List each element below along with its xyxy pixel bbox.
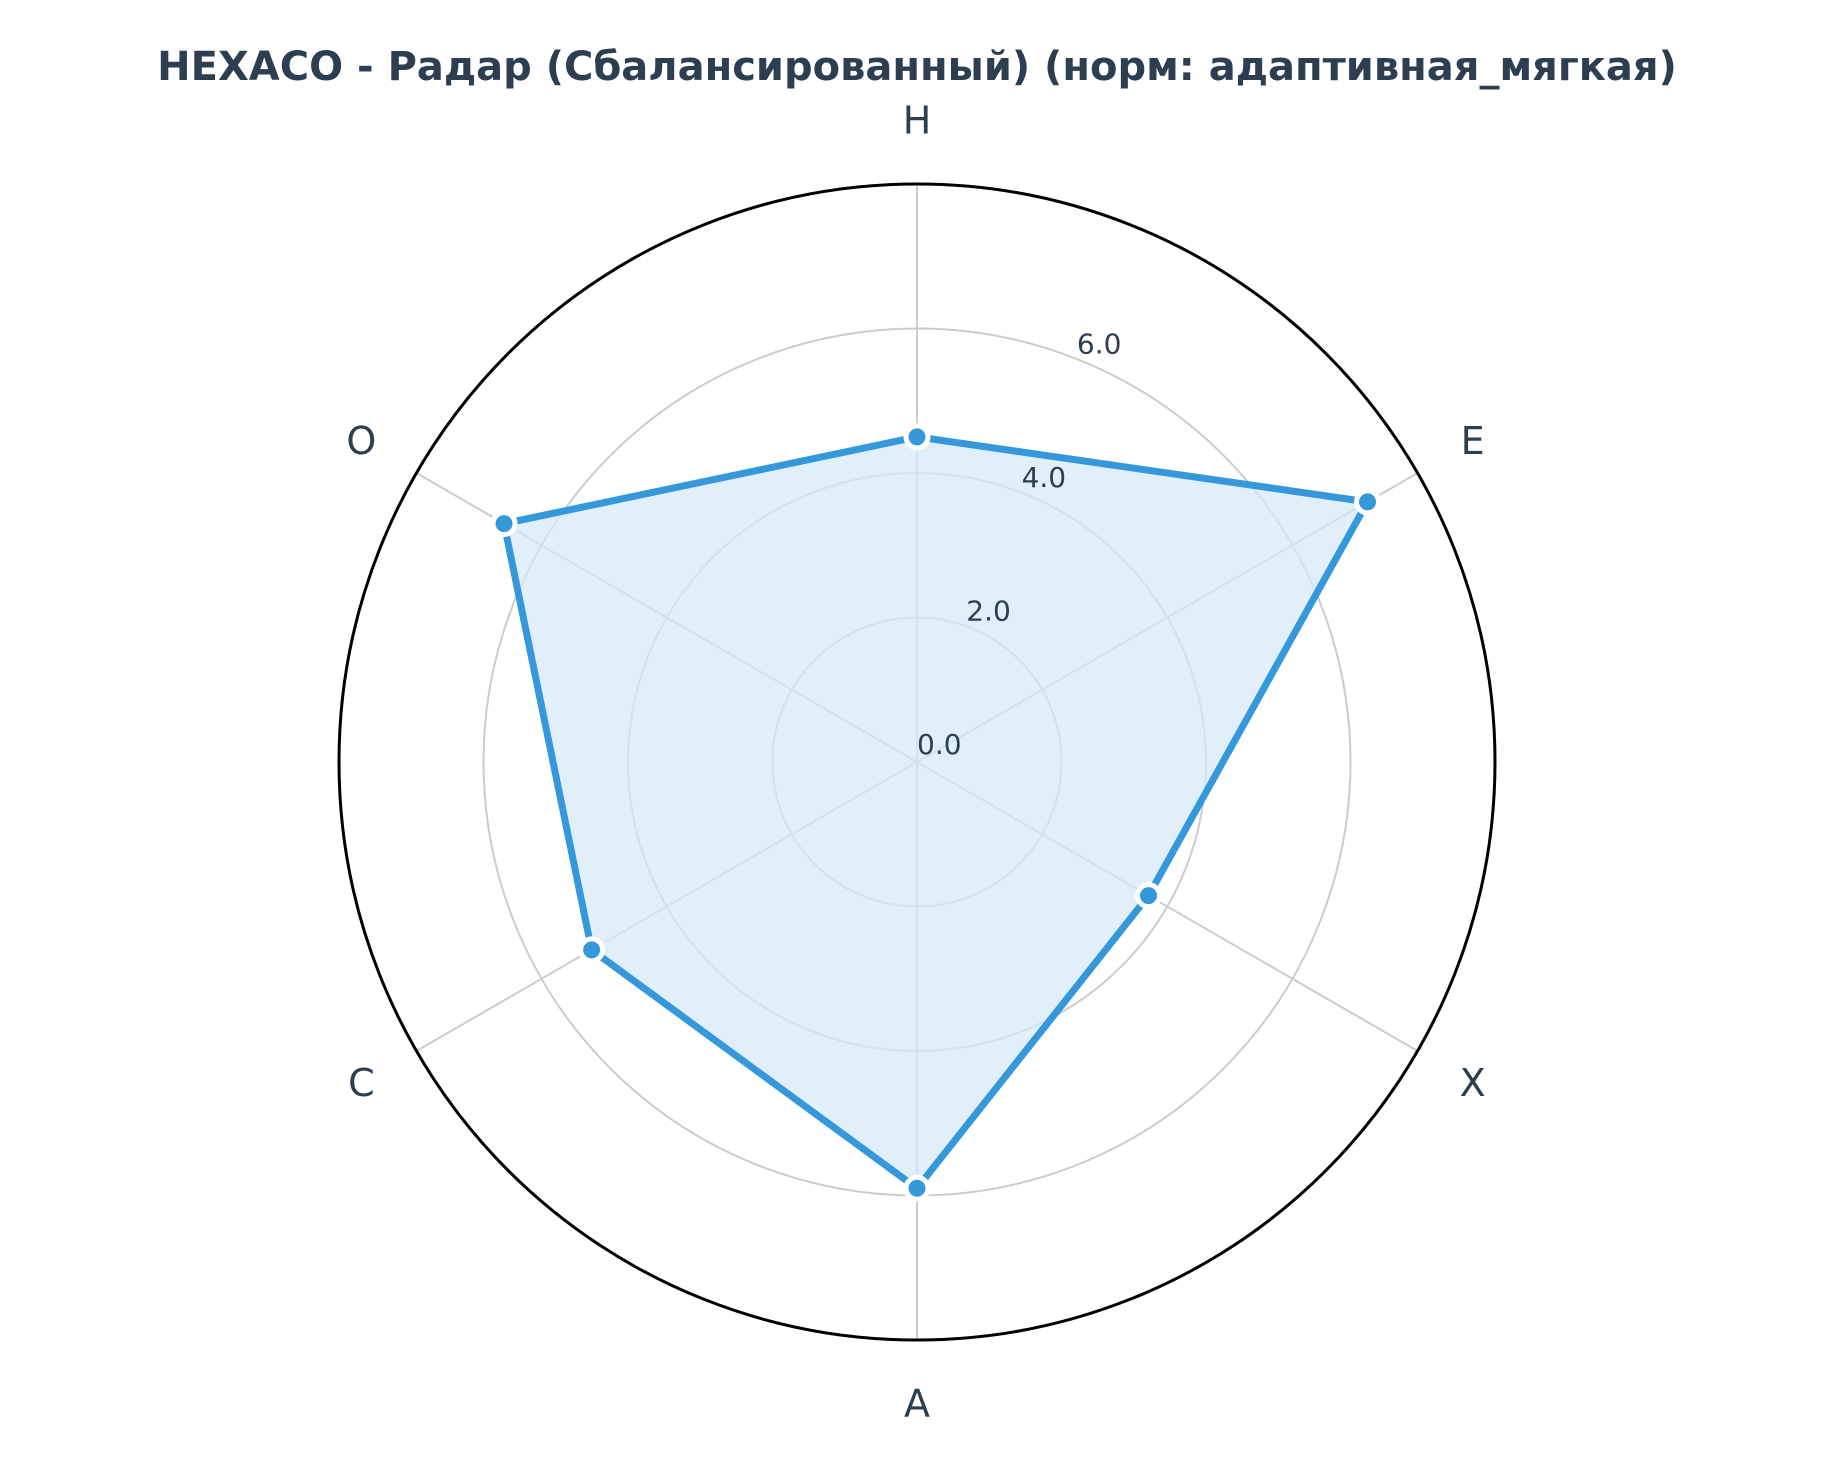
data-point-H <box>903 423 931 451</box>
radial-tick-label: 6.0 <box>1077 327 1122 360</box>
data-point-A <box>903 1174 931 1202</box>
outer-frame <box>337 182 1497 1342</box>
category-label-H: H <box>903 98 932 142</box>
data-point-C <box>578 936 606 964</box>
radial-tick-label: 0.0 <box>917 728 962 761</box>
series-area <box>504 436 1368 1189</box>
data-point-E <box>1354 488 1382 516</box>
category-label-A: A <box>904 1382 930 1426</box>
chart-title: HEXACO - Радар (Сбалансированный) (норм:… <box>157 44 1677 90</box>
category-label-E: E <box>1461 419 1485 463</box>
radial-tick-label: 2.0 <box>966 594 1011 627</box>
data-point-O <box>490 510 518 538</box>
label-layer: 0.0 2.0 4.0 6.0 H E X A C O <box>346 98 1485 1425</box>
category-label-X: X <box>1460 1061 1486 1105</box>
data-point-X <box>1135 882 1163 910</box>
data-layer <box>490 423 1382 1202</box>
radial-tick-label: 4.0 <box>1022 461 1067 494</box>
category-label-O: O <box>346 419 376 463</box>
category-label-C: C <box>348 1061 375 1105</box>
